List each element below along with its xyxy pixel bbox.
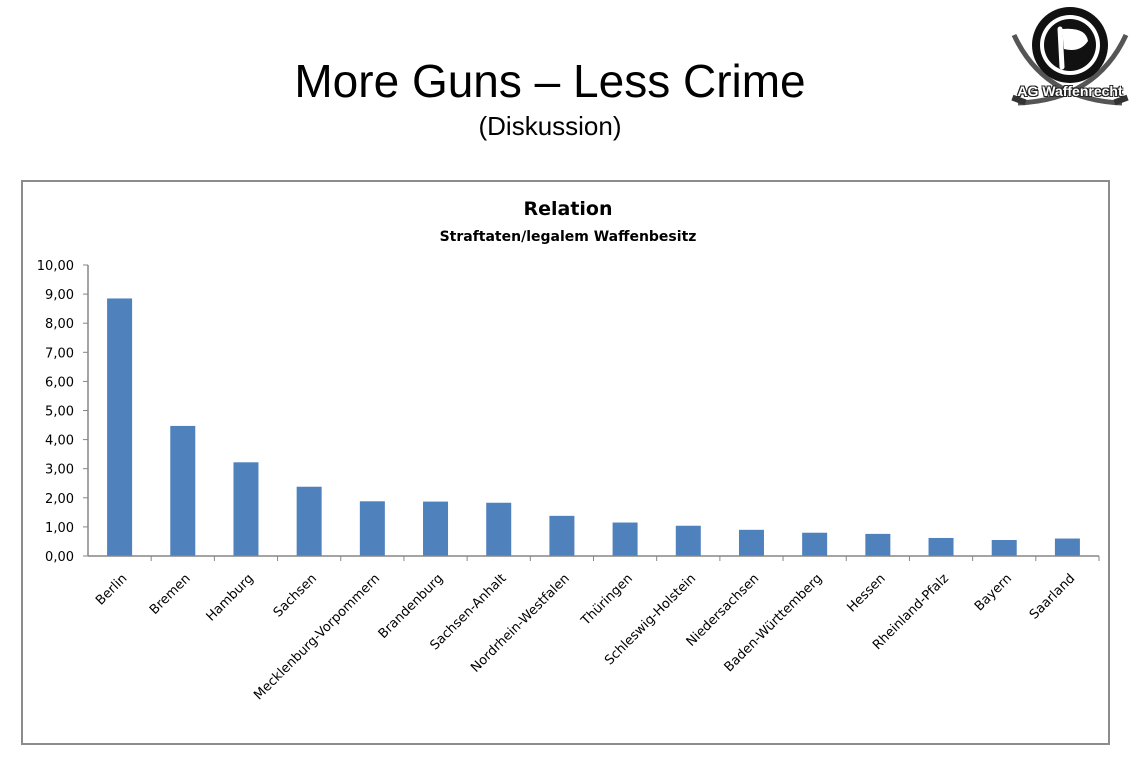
x-tick-label: Bayern <box>972 571 1015 614</box>
y-tick-label: 3,00 <box>45 463 74 478</box>
x-tick-label: Saarland <box>1027 571 1078 622</box>
x-tick-label: Brandenburg <box>376 571 447 642</box>
y-tick-label: 4,00 <box>45 434 74 449</box>
x-axis-labels: Berlin Bremen Hamburg SachsenMecklenburg-Vo… <box>93 556 1100 703</box>
bar-baden-w-rttemberg <box>802 532 828 556</box>
chart-title: Relation <box>523 198 612 220</box>
y-tick-label: 0,00 <box>45 550 74 565</box>
y-tick-label: 10,00 <box>37 259 74 274</box>
bar-schleswig-holstein <box>675 525 701 556</box>
bar-bremen <box>170 425 196 556</box>
x-tick-label: Bremen <box>147 571 194 618</box>
y-tick-label: 6,00 <box>45 375 74 390</box>
slide-title: More Guns – Less Crime <box>294 55 806 107</box>
bar-hessen <box>865 533 891 556</box>
pirate-flag-icon <box>1011 7 1129 106</box>
y-axis: 0,00 1,00 2,00 3,00 4,00 5,00 6,00 7,00 8,00 9,00… <box>37 259 88 565</box>
y-tick-label: 7,00 <box>45 346 74 361</box>
bar-hamburg <box>233 462 259 556</box>
bars <box>107 298 1080 556</box>
y-tick-label: 1,00 <box>45 521 74 536</box>
chart-subtitle: Straftaten/legalem Waffenbesitz <box>440 229 697 245</box>
bar-brandenburg <box>423 501 449 556</box>
bar-sachsen <box>296 486 322 556</box>
bar-rheinland-pfalz <box>928 537 954 556</box>
bar-niedersachsen <box>738 529 764 556</box>
x-tick-label: Berlin <box>93 571 130 608</box>
bar-bayern <box>991 539 1017 556</box>
y-tick-label: 2,00 <box>45 492 74 507</box>
bar-sachsen-anhalt <box>486 502 512 556</box>
chart-frame: Relation Straftaten/legalem Waffenbesitz… <box>21 180 1110 745</box>
bar-saarland <box>1054 538 1080 556</box>
logo-text: AG Waffenrecht <box>1017 83 1123 99</box>
x-tick-label: Thüringen <box>578 571 636 629</box>
y-tick-label: 8,00 <box>45 317 74 332</box>
x-tick-label: Sachsen <box>271 571 320 620</box>
y-tick-label: 5,00 <box>45 405 74 420</box>
x-tick-label: Hessen <box>844 571 888 615</box>
x-tick-label: Hamburg <box>204 571 257 624</box>
bar-mecklenburg-vorpommern <box>359 501 385 556</box>
slide-subtitle: (Diskussion) <box>478 111 622 141</box>
bar-th-ringen <box>612 522 638 556</box>
bar-chart: Relation Straftaten/legalem Waffenbesitz… <box>37 198 1100 703</box>
ag-waffenrecht-logo: AG Waffenrecht <box>1004 5 1136 117</box>
bar-nordrhein-westfalen <box>549 515 575 556</box>
x-tick-label: Mecklenburg-Vorpommern <box>251 571 383 703</box>
bar-berlin <box>107 298 133 556</box>
y-tick-label: 9,00 <box>45 288 74 303</box>
